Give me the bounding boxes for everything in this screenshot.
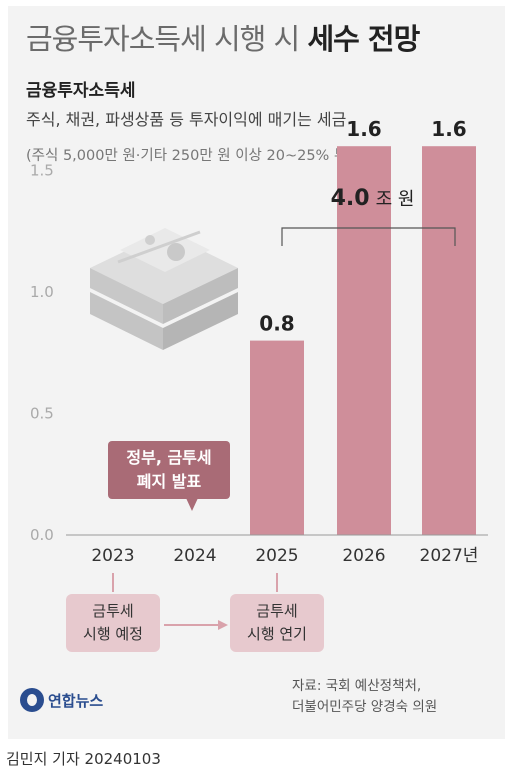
section-note: (주식 5,000만 원·기타 250만 원 이상 20~25% 부과) [26, 148, 367, 164]
logo: 연합뉴스 [20, 688, 103, 712]
section-description: 주식, 채권, 파생상품 등 투자이익에 매기는 세금 [26, 110, 347, 129]
y-tick-label: 1.0 [30, 283, 54, 301]
y-tick-label: 1.5 [30, 162, 54, 180]
page-title: 금융투자소득세 시행 시 세수 전망 [26, 16, 420, 58]
x-tick-label: 2025 [255, 546, 298, 566]
bars-group [250, 146, 476, 535]
bracket-unit: 조 원 [376, 189, 415, 210]
box-postponed-line-2: 시행 연기 [247, 625, 307, 643]
y-tick-label: 0.5 [30, 405, 54, 423]
title-light: 금융투자소득세 시행 시 [26, 22, 300, 56]
bracket-value: 4.0 [331, 186, 370, 211]
box-postponed: 금투세 시행 연기 [230, 594, 324, 652]
source-note: 자료: 국회 예산정책처, 더불어민주당 양경숙 의원 [292, 676, 437, 718]
bracket-label: 4.0 조 원 [331, 186, 415, 211]
bar-data-label: 1.6 [431, 117, 466, 141]
bracket-line [281, 227, 456, 246]
box-scheduled-line-2: 시행 예정 [83, 625, 143, 643]
logo-text: 연합뉴스 [48, 691, 104, 710]
bar-data-label: 0.8 [259, 312, 294, 336]
source-line-1: 자료: 국회 예산정책처, [292, 678, 422, 694]
x-tick-label: 2024 [173, 546, 216, 566]
box-scheduled-line-1: 금투세 [92, 602, 134, 620]
data-labels-group: 0.8 1.6 1.6 [259, 117, 466, 335]
callout-line-2: 폐지 발표 [136, 472, 202, 491]
callout-abolition: 정부, 금투세 폐지 발표 [108, 441, 230, 511]
box-scheduled: 금투세 시행 예정 [66, 594, 160, 652]
bar [337, 146, 391, 535]
callout-tail [186, 498, 198, 511]
x-axis: 2023 2024 2025 2026 2027년 [91, 546, 478, 566]
total-bracket: 4.0 조 원 [281, 186, 456, 246]
money-stack-icon [90, 228, 238, 350]
source-line-2: 더불어민주당 양경숙 의원 [292, 699, 438, 715]
bar-data-label: 1.6 [346, 117, 381, 141]
y-axis: 0.0 0.5 1.0 1.5 [30, 162, 54, 545]
section-subtitle: 금융투자소득세 [26, 81, 136, 101]
x-tick-label: 2027년 [420, 546, 479, 566]
box-postponed-line-1: 금투세 [256, 602, 298, 620]
callout-line-1: 정부, 금투세 [126, 448, 212, 467]
yonhap-logo-icon [20, 688, 44, 712]
arrow-head-icon [218, 620, 228, 630]
bar [250, 340, 304, 535]
x-tick-label: 2026 [342, 546, 385, 566]
byline: 김민지 기자 20240103 [6, 750, 161, 768]
bar [422, 146, 476, 535]
title-bold: 세수 전망 [307, 22, 420, 56]
y-tick-label: 0.0 [30, 526, 54, 544]
x-tick-label: 2023 [91, 546, 134, 566]
